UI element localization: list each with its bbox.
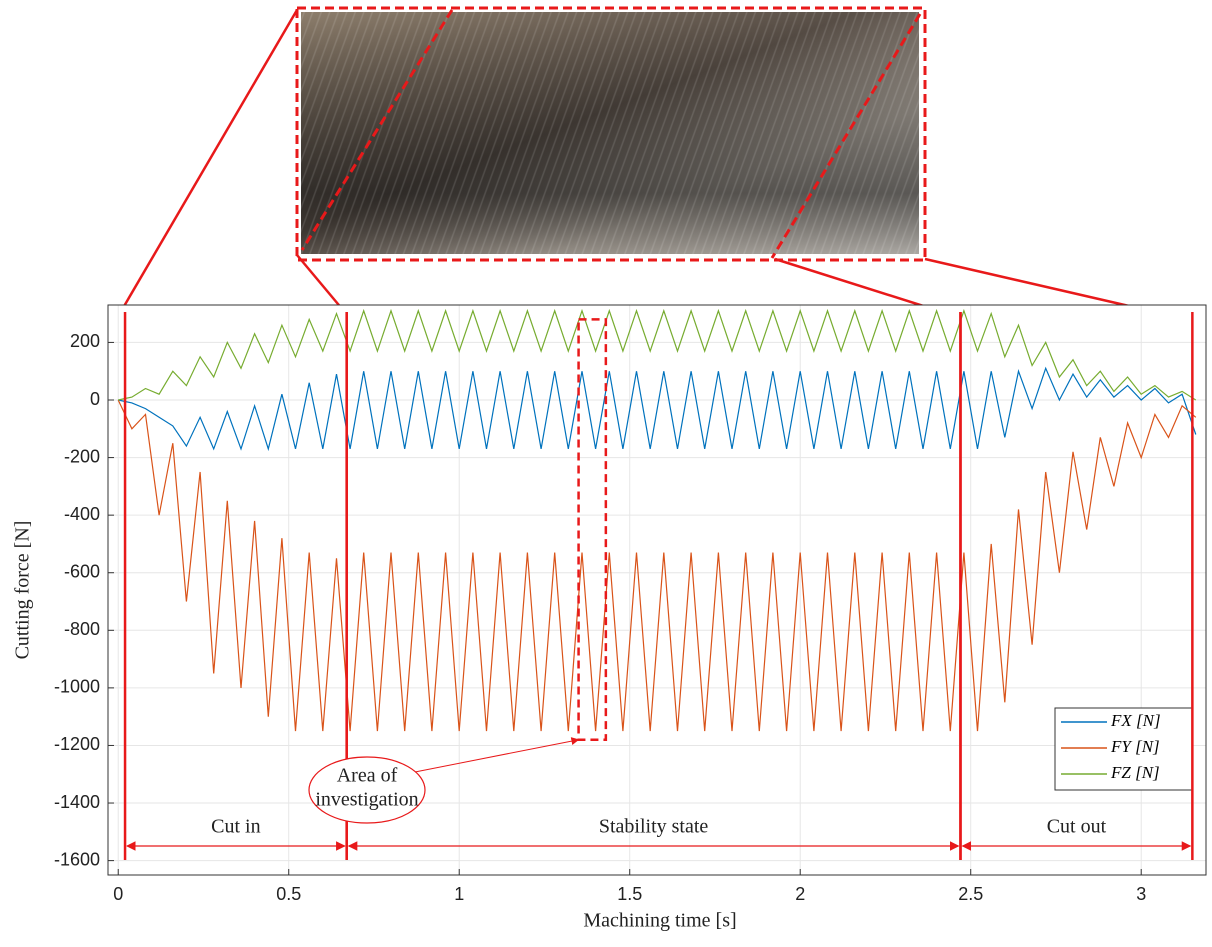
callout-label: Area of — [337, 765, 398, 787]
chart: Machining time [s] Cutting force [N] -16… — [0, 0, 1212, 942]
x-axis-label: Machining time [s] — [583, 910, 736, 932]
phase-label: Cut out — [1047, 816, 1107, 838]
photo-texture — [301, 12, 919, 254]
y-tick-label: -400 — [64, 504, 100, 524]
x-tick-label: 1 — [454, 884, 464, 904]
legend-label: FY [N] — [1110, 737, 1160, 756]
photo-inset — [123, 8, 1190, 320]
phase-label: Stability state — [599, 816, 709, 838]
x-tick-label: 2.5 — [958, 884, 983, 904]
legend-label: FX [N] — [1110, 711, 1161, 730]
callout-label: investigation — [315, 789, 418, 811]
x-tick-label: 1.5 — [617, 884, 642, 904]
y-tick-label: -1200 — [54, 734, 100, 754]
x-tick-label: 0.5 — [276, 884, 301, 904]
y-tick-label: -800 — [64, 619, 100, 639]
y-tick-label: 200 — [70, 331, 100, 351]
legend-label: FZ [N] — [1110, 763, 1160, 782]
plot-area — [108, 305, 1206, 875]
phase-label: Cut in — [211, 816, 260, 838]
y-tick-label: -200 — [64, 446, 100, 466]
connector — [123, 10, 297, 308]
y-tick-label: -1600 — [54, 849, 100, 869]
x-tick-label: 0 — [113, 884, 123, 904]
x-tick-label: 3 — [1136, 884, 1146, 904]
y-tick-label: -600 — [64, 561, 100, 581]
y-tick-label: -1000 — [54, 677, 100, 697]
connector — [297, 255, 343, 310]
y-tick-label: -1400 — [54, 792, 100, 812]
y-axis-label: Cutting force [N] — [12, 521, 34, 660]
y-tick-label: 0 — [90, 389, 100, 409]
x-tick-label: 2 — [795, 884, 805, 904]
